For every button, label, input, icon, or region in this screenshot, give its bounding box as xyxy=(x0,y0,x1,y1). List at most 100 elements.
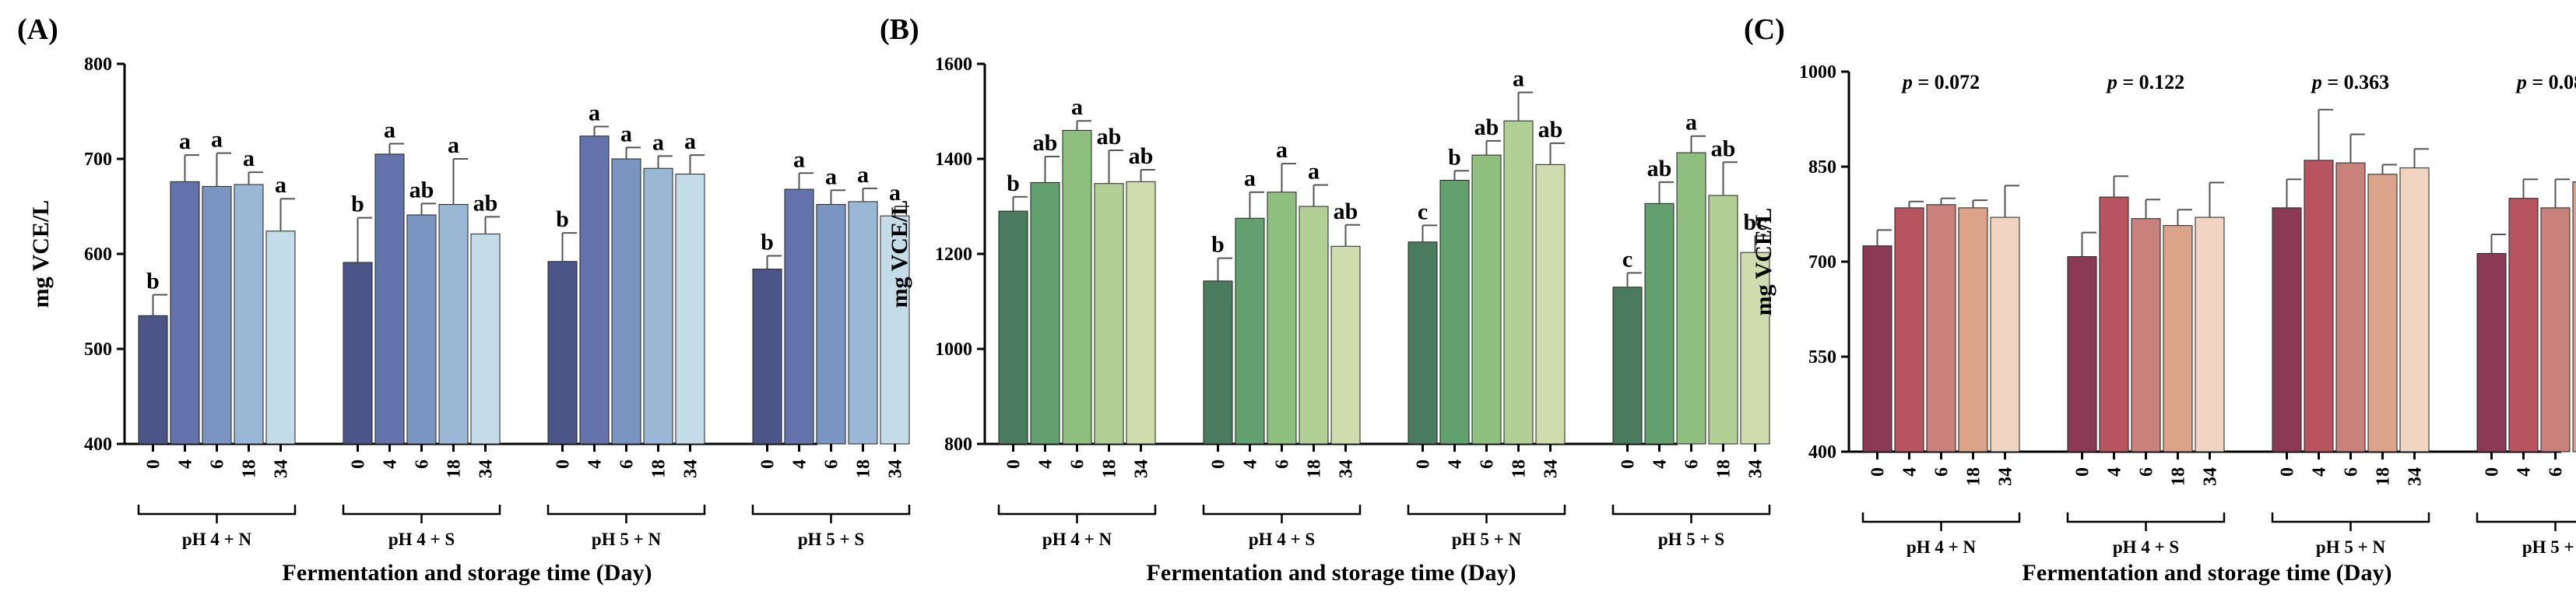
significance-letter: a xyxy=(1244,166,1256,192)
bar xyxy=(2399,167,2430,452)
significance-letter: b xyxy=(1448,144,1461,170)
p-value-symbol: p xyxy=(2106,71,2117,93)
p-value-number: = 0.086 xyxy=(2527,71,2576,93)
x-tick-label: 34 xyxy=(681,459,701,478)
x-tick-label: 4 xyxy=(1650,459,1671,469)
x-tick-label: 0 xyxy=(758,459,778,469)
x-tick-label: 0 xyxy=(2073,467,2093,477)
significance-letter: c xyxy=(1622,246,1632,272)
bar xyxy=(1862,245,1892,452)
x-tick-label: 6 xyxy=(1068,459,1088,469)
x-tick-label: 4 xyxy=(381,459,401,469)
bar xyxy=(1439,179,1470,445)
significance-letter: b xyxy=(761,229,774,255)
x-tick-label: 6 xyxy=(1932,467,1952,477)
group-bracket xyxy=(1407,505,1566,516)
bar xyxy=(1203,280,1233,445)
panel-b-chart: (B)mg VCE/L8001000120014001600b0ab4a6ab1… xyxy=(880,13,1771,586)
bar xyxy=(1330,245,1361,445)
x-tick-label: 34 xyxy=(1541,459,1562,478)
bar xyxy=(2195,217,2225,452)
x-axis-label: Fermentation and storage time (Day) xyxy=(2022,560,2392,586)
p-value-number: = 0.122 xyxy=(2117,71,2184,93)
x-tick-label: 18 xyxy=(1509,459,1530,478)
x-tick-label: 6 xyxy=(617,459,638,469)
panel-label: (C) xyxy=(1744,13,1785,46)
group-bracket xyxy=(2271,512,2430,523)
bar xyxy=(643,167,673,445)
x-tick-label: 34 xyxy=(1337,459,1357,478)
x-tick-label: 34 xyxy=(1132,459,1152,478)
panel-label: (B) xyxy=(880,13,919,46)
y-axis-label: mg VCE/L xyxy=(28,200,54,308)
bar xyxy=(1235,217,1265,445)
significance-letter: a xyxy=(589,100,600,126)
significance-letter: ab xyxy=(1538,117,1563,143)
bar xyxy=(202,185,232,445)
significance-letter: a xyxy=(243,146,255,171)
x-tick-label: 6 xyxy=(2546,467,2567,477)
x-tick-label: 4 xyxy=(176,459,196,469)
bar xyxy=(2367,174,2398,452)
x-tick-label: 18 xyxy=(240,459,260,478)
bar xyxy=(138,315,168,445)
bar xyxy=(374,153,405,445)
significance-letter: a xyxy=(1308,159,1320,185)
bar xyxy=(2508,198,2539,452)
significance-letter: a xyxy=(448,132,459,158)
significance-letter: a xyxy=(1513,66,1524,92)
significance-letter: a xyxy=(384,117,395,143)
x-tick-label: 0 xyxy=(1004,459,1024,469)
p-value-number: = 0.363 xyxy=(2322,71,2389,93)
x-tick-label: 6 xyxy=(2137,467,2157,477)
bar xyxy=(579,136,610,445)
x-tick-label: 4 xyxy=(2310,467,2330,477)
y-tick-label: 800 xyxy=(944,435,972,455)
y-axis-label: mg VCE/L xyxy=(887,200,912,308)
bar xyxy=(1926,204,1956,452)
significance-letter: a xyxy=(652,129,664,155)
group-bracket xyxy=(546,505,706,516)
significance-letter: a xyxy=(1276,137,1288,163)
bar xyxy=(611,158,641,445)
y-tick-label: 1200 xyxy=(935,245,972,265)
bar xyxy=(848,201,878,445)
bar xyxy=(1030,182,1060,445)
group-label: pH 5 + S xyxy=(798,530,864,549)
y-tick-label: 400 xyxy=(84,435,112,455)
significance-letter: a xyxy=(275,172,286,198)
group-bracket xyxy=(1611,505,1771,516)
x-tick-label: 0 xyxy=(2483,467,2503,477)
bar xyxy=(2304,160,2334,452)
x-tick-label: 18 xyxy=(649,459,669,478)
bar xyxy=(752,269,782,445)
x-axis-label: Fermentation and storage time (Day) xyxy=(283,560,652,586)
y-tick-label: 500 xyxy=(84,340,112,360)
x-tick-label: 4 xyxy=(1446,459,1466,469)
group-label: pH 4 + N xyxy=(1907,537,1977,557)
bar xyxy=(784,188,814,445)
x-tick-label: 0 xyxy=(1414,459,1434,469)
significance-letter: a xyxy=(620,121,632,146)
bar xyxy=(1094,183,1124,445)
group-label: pH 4 + N xyxy=(182,530,252,549)
x-tick-label: 0 xyxy=(2278,467,2298,477)
bar xyxy=(998,210,1028,445)
bar xyxy=(1535,164,1566,445)
x-tick-label: 34 xyxy=(2406,467,2426,486)
x-axis-label: Fermentation and storage time (Day) xyxy=(1147,560,1516,586)
group-bracket xyxy=(751,505,911,516)
bar xyxy=(2572,181,2576,452)
significance-letter: c xyxy=(1418,199,1428,224)
x-tick-label: 34 xyxy=(476,459,497,478)
significance-letter: a xyxy=(793,146,805,172)
y-tick-label: 550 xyxy=(1808,347,1836,368)
group-label: pH 5 + N xyxy=(1452,530,1522,549)
bar xyxy=(880,215,910,445)
significance-letter: ab xyxy=(1129,143,1154,169)
bar xyxy=(1958,207,1988,452)
panel-label: (A) xyxy=(17,13,58,46)
bar xyxy=(1676,152,1706,445)
x-tick-label: 0 xyxy=(144,459,164,469)
